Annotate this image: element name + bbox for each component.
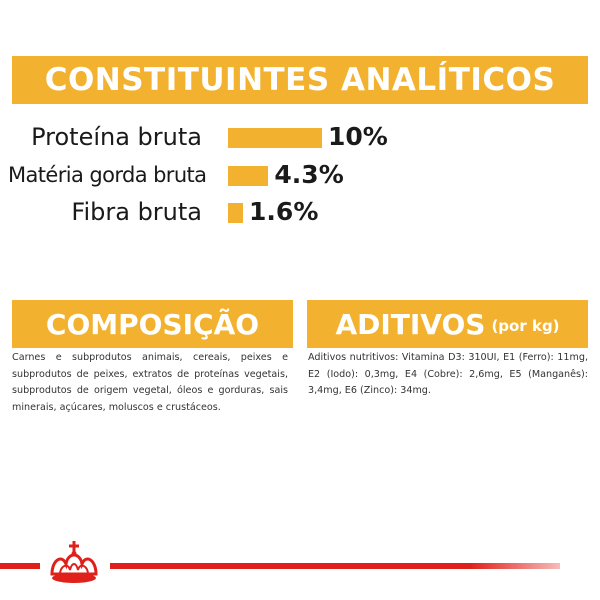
additives-text: Aditivos nutritivos: Vitamina D3: 310UI,… [308,352,588,397]
nutrient-bar [228,203,244,223]
composition-text: Carnes e subprodutos animais, cereais, p… [12,352,288,413]
nutrient-value: 10% [328,122,388,151]
bottom-rule-right [110,563,560,569]
composition-title: COMPOSIÇÃO [45,307,260,341]
nutrient-label: Fibra bruta [71,198,202,226]
bottom-rule-left [0,563,40,569]
nutrient-value: 1.6% [249,197,319,226]
additives-unit: (por kg) [491,317,560,335]
nutrient-label: Matéria gorda bruta [8,163,207,187]
additives-title: ADITIVOS [335,307,486,341]
nutrient-bar [228,166,269,186]
analytics-banner: CONSTITUINTES ANALÍTICOS [12,56,588,104]
nutrient-bar [228,128,322,148]
nutrient-label: Proteína bruta [31,123,202,151]
nutrient-value: 4.3% [274,160,344,189]
composition-banner: COMPOSIÇÃO [12,300,293,348]
nutrient-row-protein: Proteína bruta 10% [0,122,600,152]
nutrient-row-fat: Matéria gorda bruta 4.3% [0,160,600,190]
crown-icon [50,541,98,583]
nutrient-row-fiber: Fibra bruta 1.6% [0,197,600,227]
additives-banner: ADITIVOS (por kg) [307,300,588,348]
analytics-title: CONSTITUINTES ANALÍTICOS [44,62,556,98]
